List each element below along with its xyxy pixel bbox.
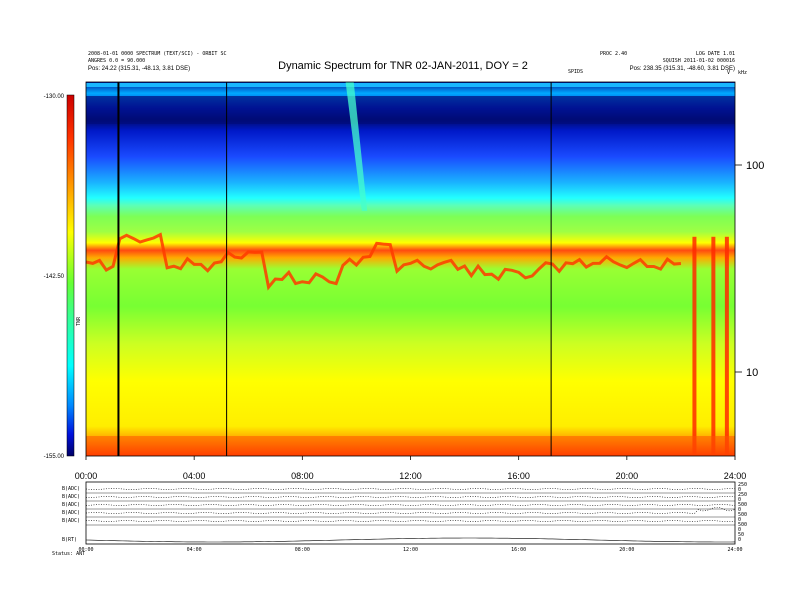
panel-x-tick-label: 04:00 [187, 547, 202, 553]
x-tick-label: 16:00 [507, 471, 530, 481]
bottom-footer: Status: ANT [52, 551, 85, 557]
colorbar-tick-bottom: -155.00 [44, 454, 65, 460]
top-band-dark [86, 96, 735, 124]
x-axis: 00:00 04:00 08:00 12:00 16:00 20:00 24:00 [75, 456, 747, 481]
colorbar-label: TNR [76, 316, 82, 326]
panel-right-tick: 50 [738, 532, 744, 538]
panel-right-tick: 250 [738, 482, 747, 488]
spectrogram [85, 81, 736, 457]
panel-label: B(RT) [62, 537, 77, 543]
drifting-burst [345, 82, 368, 211]
panel-x-tick-label: 08:00 [295, 547, 310, 553]
low-frequency-floor [86, 436, 735, 456]
radio-burst-2 [711, 236, 716, 456]
panel-x-tick-label: 00:00 [78, 547, 93, 553]
x-tick-label: 12:00 [399, 471, 422, 481]
panel-x-tick-label: 16:00 [511, 547, 526, 553]
panel-right-tick: 0 [738, 487, 741, 493]
y-corner-label: V [727, 70, 730, 76]
y-unit-label: kHz [738, 70, 747, 76]
panel-label: B(ADC) [62, 486, 80, 492]
x-tick-label: 00:00 [75, 471, 98, 481]
panel-label: B(ADC) [62, 494, 80, 500]
chart-title: Dynamic Spectrum for TNR 02-JAN-2011, DO… [278, 60, 528, 72]
colorbar-tick-mid: -142.50 [44, 274, 65, 280]
x-tick-label: 20:00 [616, 471, 639, 481]
panel-label: B(ADC) [62, 502, 80, 508]
housekeeping-panels: B(ADC)B(ADC)B(ADC)B(ADC)B(ADC)B(RT)25002… [52, 481, 747, 557]
panel-trace [85, 537, 736, 543]
panel-label: B(ADC) [62, 518, 80, 524]
radio-burst-1 [692, 236, 697, 456]
header-left-line-2: ANGRES 0.0 = 90.000 [88, 58, 145, 64]
panel-label: B(ADC) [62, 510, 80, 516]
panel-right-tick: 500 [738, 512, 747, 518]
panel-right-tick: 0 [738, 507, 741, 513]
x-tick-label: 24:00 [724, 471, 747, 481]
spectrogram-background [86, 82, 735, 456]
panel-right-tick: 0 [738, 517, 741, 523]
emission-ridge [85, 232, 682, 291]
top-band-bright [86, 83, 735, 87]
colorbar-tick-top: -130.00 [44, 94, 65, 100]
panel-right-tick: 250 [738, 492, 747, 498]
housekeeping-frame [85, 481, 736, 545]
header-right-top-2: LOG DATE 1.01 [696, 51, 735, 57]
panel-trace [85, 496, 736, 498]
panel-x-tick-label: 12:00 [403, 547, 418, 553]
panel-trace [85, 504, 736, 506]
y-tick-label-100: 100 [746, 160, 764, 172]
panel-x-tick-label: 24:00 [727, 547, 742, 553]
header-right-top-1: PROC 2.40 [600, 51, 627, 57]
header-left-line-1: 2008-01-01 0000 SPECTRUM (TEXT/SCI) - OR… [88, 51, 226, 57]
panel-trace [85, 488, 736, 490]
header-mid-label: SPIDS [568, 69, 583, 75]
radio-burst-3 [724, 236, 729, 456]
header-right-line-2: Pos: 238.35 (315.31, -48.60, 3.81 DSE) [630, 66, 735, 72]
colorbar [66, 94, 75, 457]
header-left-line-3: Pos: 24.22 (315.31, -48.13, 3.81 DSE) [88, 66, 190, 72]
panel-x-tick-label: 20:00 [619, 547, 634, 553]
panel-right-tick: 0 [738, 537, 741, 543]
panel-right-tick: 500 [738, 522, 747, 528]
panel-trace [85, 506, 736, 514]
panel-right-tick: 0 [738, 497, 741, 503]
x-tick-label: 04:00 [183, 471, 206, 481]
panel-trace [85, 520, 736, 522]
header-right-line-1: SQUISH 2011-01-02 000016 [663, 58, 735, 64]
panel-right-tick: 0 [738, 527, 741, 533]
y-tick-label-10: 10 [746, 367, 758, 379]
x-tick-label: 08:00 [291, 471, 314, 481]
panel-right-tick: 500 [738, 502, 747, 508]
